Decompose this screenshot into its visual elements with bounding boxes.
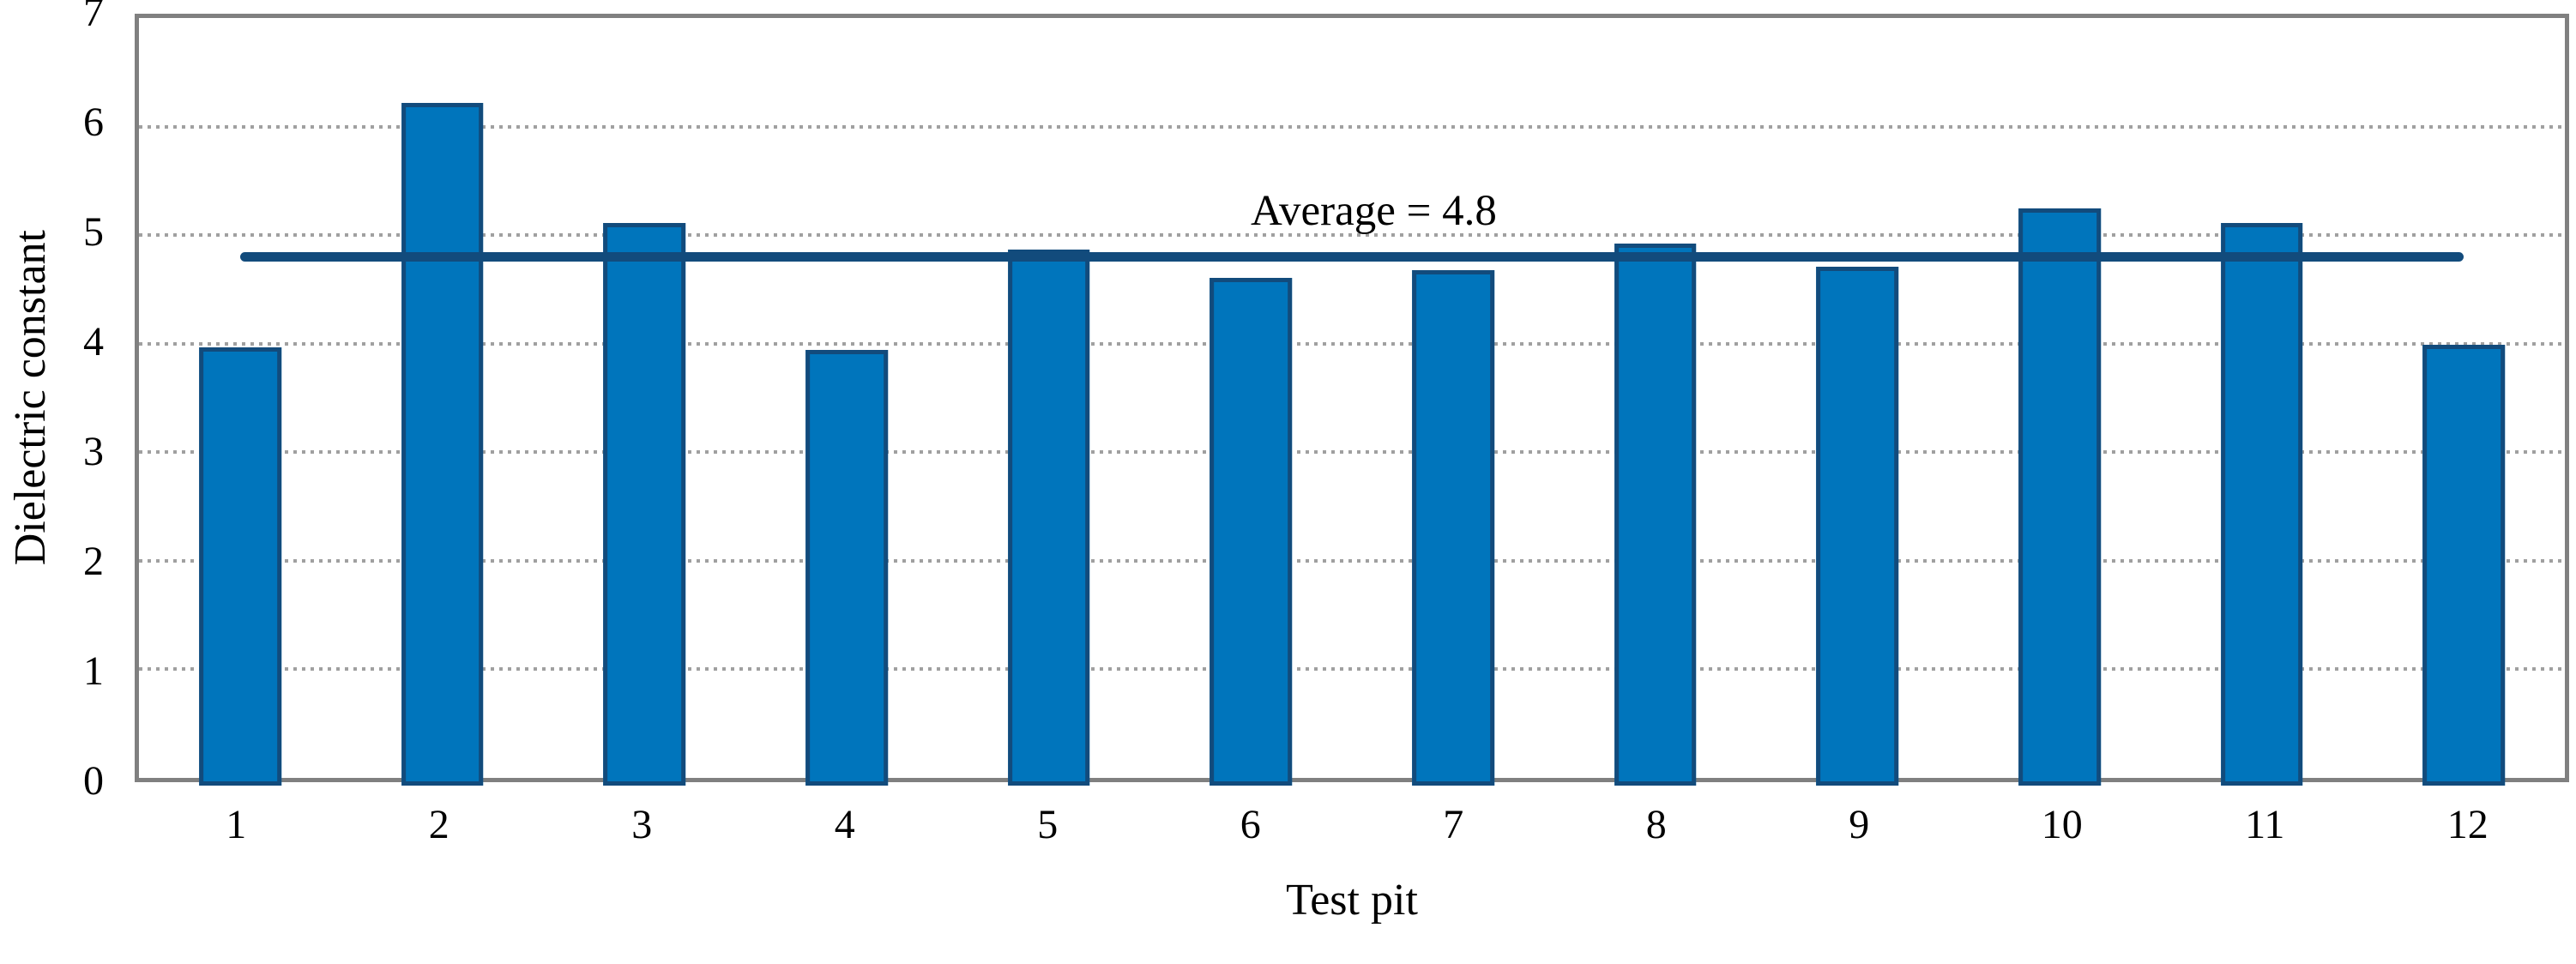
- y-tick-label-4: 4: [83, 319, 104, 365]
- bar-8: [1614, 244, 1697, 786]
- bar-9: [1816, 266, 1899, 786]
- y-tick-label-1: 1: [83, 648, 104, 695]
- category-slot-11: [2161, 18, 2363, 786]
- gridline-y2: [139, 558, 2565, 563]
- gridline-y5: [139, 233, 2565, 238]
- x-tick-label-12: 12: [2446, 802, 2489, 847]
- gridline-y3: [139, 450, 2565, 455]
- category-slot-7: [1352, 18, 1554, 786]
- category-slot-2: [341, 18, 544, 786]
- bar-10: [2018, 208, 2101, 786]
- category-slot-4: [745, 18, 948, 786]
- x-tick-label-2: 2: [428, 802, 449, 847]
- bar-3: [603, 223, 686, 786]
- y-tick-label-7: 7: [83, 0, 104, 36]
- x-tick-label-4: 4: [834, 802, 855, 847]
- x-tick-label-7: 7: [1443, 802, 1464, 847]
- x-tick-label-10: 10: [2041, 802, 2083, 847]
- x-tick-label-9: 9: [1849, 802, 1870, 847]
- bar-11: [2220, 223, 2303, 786]
- x-axis-title: Test pit: [1286, 876, 1418, 925]
- x-tick-label-1: 1: [226, 802, 247, 847]
- bar-6: [1210, 277, 1293, 786]
- category-slot-12: [2362, 18, 2565, 786]
- bar-5: [1007, 249, 1090, 786]
- category-slot-5: [948, 18, 1150, 786]
- bar-12: [2422, 344, 2506, 786]
- y-tick-label-3: 3: [83, 429, 104, 475]
- x-axis-tick-labels: 1 2 3 4 5 6 7 8 9 10 11 12: [135, 804, 2569, 846]
- x-tick-label-3: 3: [631, 802, 653, 847]
- category-slot-10: [1958, 18, 2161, 786]
- bar-2: [401, 102, 484, 786]
- y-tick-label-2: 2: [83, 539, 104, 585]
- gridline-y6: [139, 124, 2565, 129]
- y-axis-tick-labels: 0 1 2 3 4 5 6 7: [0, 0, 118, 802]
- bar-7: [1412, 269, 1494, 786]
- gridline-y4: [139, 341, 2565, 346]
- average-line-label: Average = 4.8: [1250, 187, 1497, 236]
- bar-1: [198, 346, 281, 786]
- bars-layer: [139, 18, 2565, 786]
- x-tick-label-5: 5: [1037, 802, 1059, 847]
- y-tick-label-6: 6: [83, 99, 104, 146]
- y-tick-label-5: 5: [83, 209, 104, 256]
- bar-4: [805, 350, 888, 786]
- category-slot-3: [543, 18, 745, 786]
- category-slot-1: [139, 18, 341, 786]
- x-tick-label-11: 11: [2245, 802, 2285, 847]
- plot-area: Average = 4.8: [135, 14, 2569, 786]
- category-slot-9: [1756, 18, 1958, 786]
- category-slot-8: [1554, 18, 1757, 786]
- gridline-y1: [139, 667, 2565, 672]
- average-line: [239, 251, 2464, 262]
- y-tick-label-0: 0: [83, 758, 104, 804]
- x-tick-label-8: 8: [1645, 802, 1667, 847]
- x-tick-label-6: 6: [1240, 802, 1261, 847]
- category-slot-6: [1149, 18, 1352, 786]
